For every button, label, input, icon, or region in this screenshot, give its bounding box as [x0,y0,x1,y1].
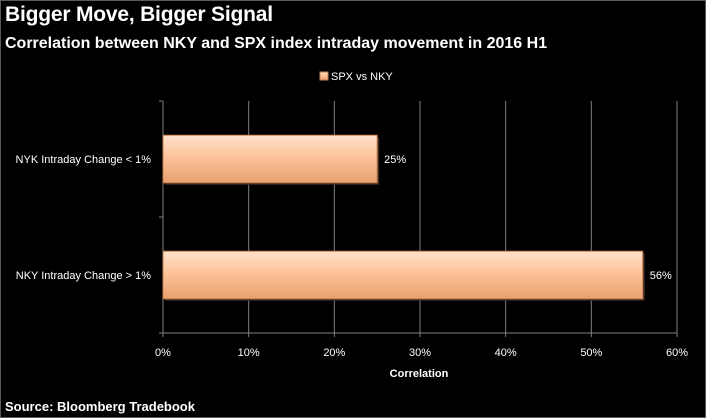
x-tick-label: 40% [495,347,517,359]
x-tick-label: 0% [155,347,171,359]
bar [162,134,378,184]
x-tick-label: 30% [409,347,431,359]
bar [162,250,644,300]
labels: 0% 10% 20% 30% 40% 50% 60% NYK Intraday Change … [16,154,689,359]
legend: SPX vs NKY [319,71,393,83]
x-tick-label: 50% [580,347,602,359]
legend-label: SPX vs NKY [331,71,393,83]
x-tick-label: 10% [238,347,260,359]
source-note: Source: Bloomberg Tradebook [5,399,195,414]
category-label: NKY Intraday Change > 1% [16,270,151,282]
x-tick-label: 60% [666,347,688,359]
data-label: 25% [384,154,406,166]
data-label: 56% [650,270,672,282]
chart-title: Bigger Move, Bigger Signal [5,3,273,26]
legend-swatch [319,71,329,81]
x-tick-label: 20% [323,347,345,359]
category-label: NYK Intraday Change < 1% [16,154,152,166]
bars [162,134,645,301]
chart-subtitle: Correlation between NKY and SPX index in… [5,35,548,52]
x-axis-title: Correlation [390,368,449,380]
